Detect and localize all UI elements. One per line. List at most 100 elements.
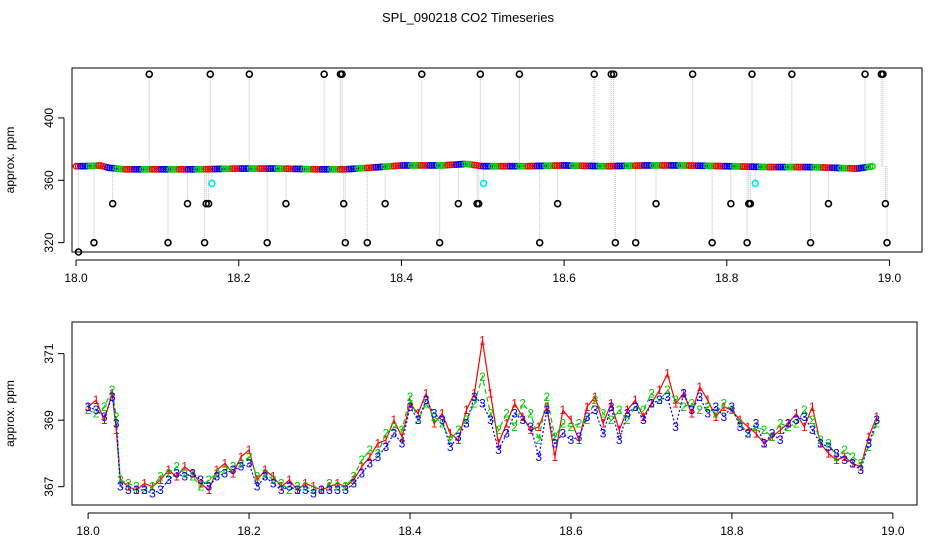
top-data-point [226, 165, 234, 173]
top-data-point [184, 165, 192, 173]
top-data-point [627, 162, 635, 170]
top-data-point [450, 161, 458, 169]
bottom-series-1-marker: 1 [399, 430, 406, 444]
top-data-point [294, 165, 301, 173]
bottom-series-2-marker: 2 [431, 410, 438, 424]
bottom-series-3-marker: 3 [511, 407, 518, 421]
top-data-point [555, 162, 563, 170]
top-outlier-point [806, 238, 815, 247]
top-outlier-point [381, 199, 389, 208]
bottom-series-3-marker: 3 [334, 483, 341, 497]
top-data-point [457, 160, 465, 168]
top-data-point [276, 165, 284, 173]
bottom-series-3-marker: 3 [447, 440, 454, 454]
top-data-point [748, 163, 756, 171]
top-data-point [148, 165, 156, 173]
top-data-point [759, 163, 767, 171]
top-data-point [721, 162, 729, 170]
top-data-point [446, 161, 454, 169]
top-data-point [714, 162, 722, 170]
top-data-point [428, 162, 436, 169]
top-data-point [813, 163, 820, 171]
bottom-series-3-marker: 3 [407, 400, 414, 414]
top-data-point [361, 164, 369, 172]
top-outlier-point [535, 238, 544, 247]
bottom-series-3-marker: 3 [254, 480, 261, 494]
top-data-point [851, 165, 858, 172]
bottom-series-1-marker: 1 [407, 397, 414, 411]
bottom-series-1-marker: 1 [487, 387, 494, 401]
top-data-point [591, 162, 599, 170]
bottom-series-1-marker: 1 [833, 453, 840, 467]
top-data-point [392, 162, 400, 170]
top-data-point [741, 163, 749, 171]
top-data-point [197, 165, 205, 173]
top-data-point [251, 165, 259, 173]
bottom-series-2-marker: 2 [214, 466, 221, 480]
top-x-tick-label: 18.8 [715, 271, 739, 285]
top-data-point [613, 162, 621, 170]
top-data-point [584, 162, 592, 170]
bottom-series-3-marker: 3 [423, 393, 430, 407]
top-data-point [439, 161, 447, 169]
bottom-series-1-marker: 1 [632, 393, 639, 407]
bottom-series-3-marker: 3 [672, 420, 679, 434]
bottom-series-2-marker: 2 [487, 407, 494, 421]
bottom-series-2-marker: 2 [366, 443, 373, 457]
bottom-series-1-marker: 1 [423, 387, 430, 401]
top-data-point [573, 162, 581, 170]
bottom-series-3-marker: 3 [93, 403, 100, 417]
top-data-point [204, 165, 212, 173]
top-outlier-point [553, 199, 562, 208]
bottom-series-3-marker: 3 [431, 407, 438, 421]
bottom-series-2-marker: 2 [535, 433, 542, 447]
top-outlier-point [788, 70, 796, 79]
bottom-series-2-marker: 2 [342, 480, 349, 494]
bottom-series-1-marker: 1 [761, 436, 768, 450]
top-data-point [685, 162, 693, 169]
bottom-series-3-marker: 3 [793, 413, 800, 427]
bottom-series-3-marker: 3 [616, 433, 623, 447]
top-data-point [128, 165, 136, 173]
top-data-point [222, 165, 230, 173]
bottom-series-2-marker: 2 [785, 420, 792, 434]
top-data-point [607, 162, 615, 170]
bottom-series-3-marker: 3 [149, 486, 156, 500]
top-data-point [696, 162, 704, 170]
bottom-series-3-marker: 3 [463, 416, 470, 430]
bottom-series-3-marker: 3 [632, 400, 639, 414]
top-data-point [578, 162, 586, 170]
top-data-point [631, 162, 639, 170]
top-data-point [307, 165, 315, 173]
top-data-point [643, 162, 650, 169]
bottom-y-axis-label: approx. ppm [3, 380, 17, 447]
bottom-series-3-marker: 3 [374, 450, 381, 464]
top-data-point [354, 165, 362, 172]
bottom-series-1-marker: 1 [616, 423, 623, 437]
bottom-series-2-marker: 2 [439, 416, 446, 430]
bottom-series-2-marker: 2 [865, 440, 872, 454]
top-data-point [289, 165, 297, 173]
top-outlier-point [183, 199, 192, 208]
top-outlier-point [363, 238, 372, 247]
top-data-point [155, 165, 163, 173]
bottom-series-3-marker: 3 [761, 436, 768, 450]
bottom-series-3-marker: 3 [455, 430, 462, 444]
bottom-series-1-marker: 1 [117, 473, 124, 487]
bottom-series-1-marker: 1 [415, 407, 422, 421]
top-data-point [779, 163, 787, 171]
bottom-series-1-marker: 1 [310, 480, 317, 494]
bottom-series-2-marker: 2 [230, 460, 237, 474]
top-data-point [580, 162, 588, 170]
bottom-series-3-marker: 3 [729, 400, 736, 414]
bottom-series-3-marker: 3 [294, 483, 301, 497]
bottom-series-1-marker: 1 [543, 400, 550, 414]
top-data-point [546, 162, 554, 170]
bottom-series-2-marker: 2 [165, 466, 172, 480]
top-data-point [589, 162, 597, 170]
top-data-point [405, 162, 413, 169]
bottom-series-1-marker: 1 [358, 460, 365, 474]
top-data-point [206, 165, 214, 173]
bottom-series-1-marker: 1 [801, 420, 808, 434]
top-data-point [408, 162, 416, 169]
